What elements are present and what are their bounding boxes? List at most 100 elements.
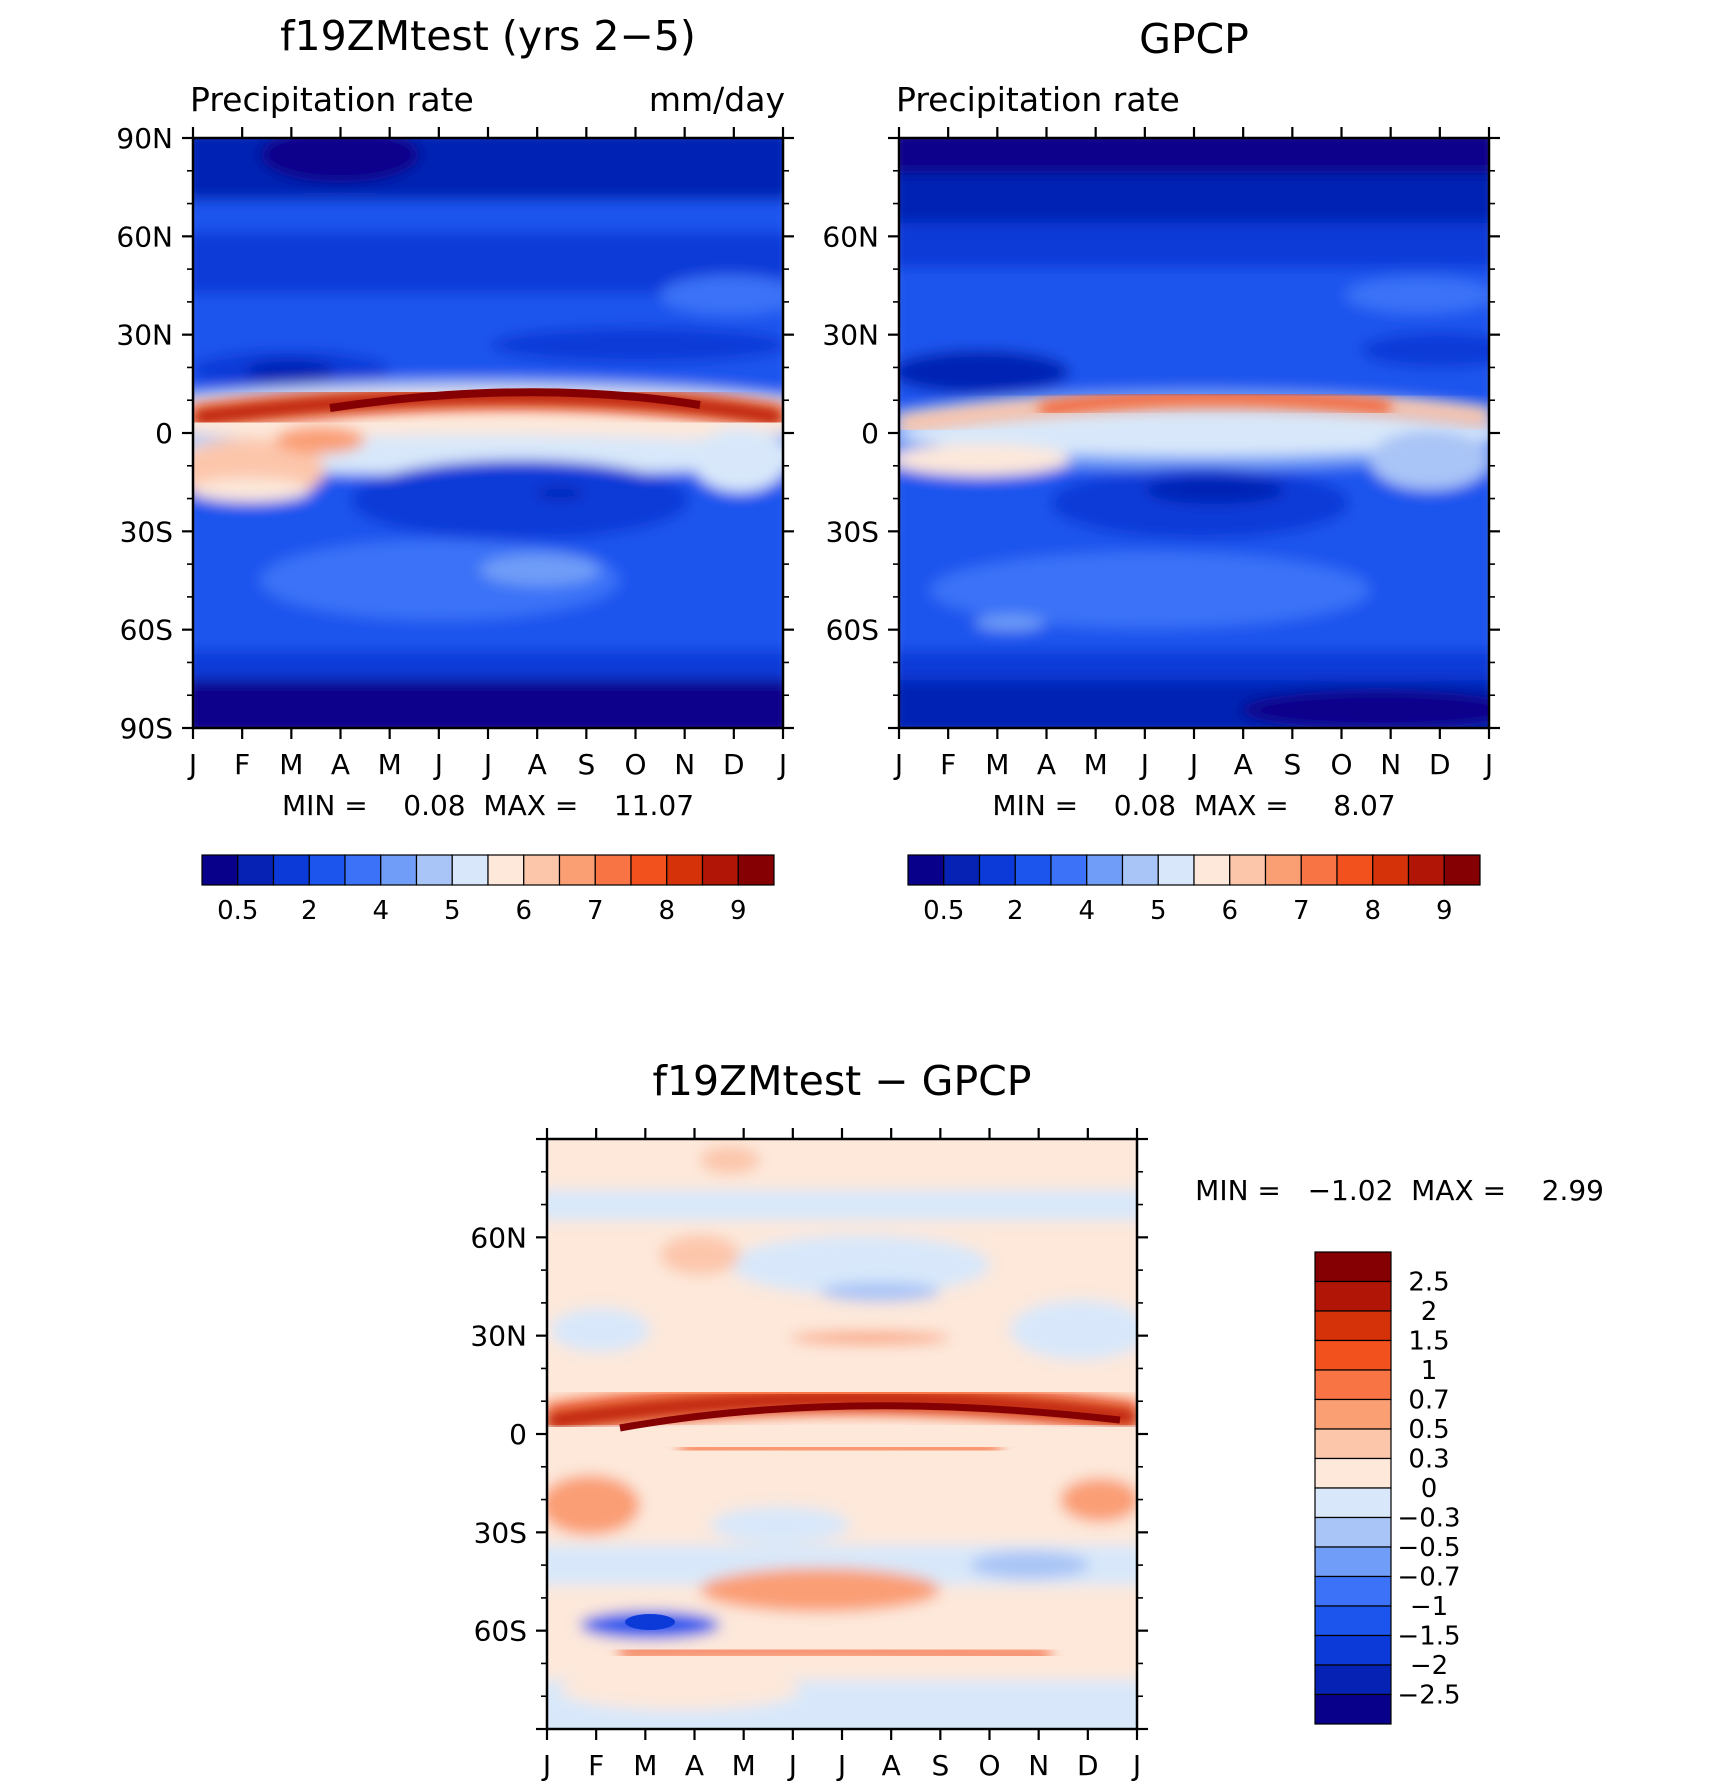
blob bbox=[275, 426, 365, 454]
x-tick-label: N bbox=[674, 748, 695, 781]
colorbar-box bbox=[1014, 854, 1052, 886]
x-tick-label: O bbox=[1330, 748, 1352, 781]
y-tick-label: 30S bbox=[474, 1516, 527, 1549]
itcz-core bbox=[1039, 390, 1391, 416]
colorbar-box bbox=[1314, 1280, 1392, 1312]
panel-c-title: f19ZMtest − GPCP bbox=[652, 1057, 1031, 1105]
colorbar-box bbox=[344, 854, 382, 886]
x-tick-label: A bbox=[528, 748, 547, 781]
x-tick-label: F bbox=[588, 1749, 604, 1782]
panel-b-field bbox=[899, 138, 1489, 728]
x-tick-label: A bbox=[1234, 748, 1253, 781]
diff-midlat-band bbox=[619, 1645, 1051, 1660]
x-tick-label: F bbox=[940, 748, 956, 781]
blob bbox=[820, 1282, 940, 1302]
colorbar-box bbox=[1264, 854, 1302, 886]
colorbar-box bbox=[1157, 854, 1195, 886]
y-tick-label: 60N bbox=[822, 220, 879, 253]
colorbar-box bbox=[523, 854, 561, 886]
blob bbox=[710, 1507, 850, 1543]
x-tick-label: M bbox=[633, 1749, 657, 1782]
x-tick-label: J bbox=[541, 1749, 551, 1782]
blob bbox=[535, 487, 585, 499]
band bbox=[899, 138, 1489, 173]
blob bbox=[660, 1235, 740, 1275]
x-tick-label: M bbox=[378, 748, 402, 781]
x-tick-label: A bbox=[1037, 748, 1056, 781]
y-tick-label: 60S bbox=[826, 614, 879, 647]
colorbar-box bbox=[1314, 1516, 1392, 1548]
blob bbox=[970, 1551, 1090, 1579]
y-tick-label: 60N bbox=[116, 220, 173, 253]
y-tick-label: 0 bbox=[861, 417, 879, 450]
colorbar-box bbox=[1121, 854, 1159, 886]
colorbar-box bbox=[1314, 1634, 1392, 1666]
blob bbox=[899, 350, 1070, 394]
y-tick-label: 30S bbox=[120, 515, 173, 548]
x-tick-label: O bbox=[978, 1749, 1000, 1782]
colorbar-label: −0.3 bbox=[1397, 1504, 1460, 1534]
colorbar-box bbox=[1314, 1487, 1392, 1519]
x-tick-label: A bbox=[685, 1749, 704, 1782]
x-tick-label: S bbox=[1283, 748, 1301, 781]
colorbar-box bbox=[201, 854, 239, 886]
colorbar-label: 2 bbox=[301, 896, 318, 926]
colorbar-label: −0.5 bbox=[1397, 1533, 1460, 1563]
x-tick-label: A bbox=[331, 748, 350, 781]
colorbar-box bbox=[487, 854, 525, 886]
x-tick-label: S bbox=[931, 1749, 949, 1782]
panel-b-title: GPCP bbox=[1139, 15, 1249, 63]
blob bbox=[547, 1475, 640, 1535]
x-tick-label: J bbox=[1483, 748, 1493, 781]
panel-c-colorbar: 2.521.510.70.50.30−0.3−0.5−0.7−1−1.5−2−2… bbox=[1314, 1251, 1461, 1725]
colorbar-label: −2.5 bbox=[1397, 1681, 1460, 1711]
blob bbox=[1010, 1300, 1137, 1360]
colorbar-box bbox=[1314, 1575, 1392, 1607]
colorbar-label: −1.5 bbox=[1397, 1622, 1460, 1652]
y-tick-label: 60N bbox=[470, 1221, 527, 1254]
x-tick-label: J bbox=[1139, 748, 1149, 781]
x-tick-label: J bbox=[482, 748, 492, 781]
blob bbox=[245, 360, 335, 384]
y-tick-label: 60S bbox=[120, 614, 173, 647]
band bbox=[193, 680, 783, 728]
colorbar-box bbox=[1443, 854, 1481, 886]
itcz-core bbox=[193, 389, 783, 425]
x-tick-label: F bbox=[234, 748, 250, 781]
colorbar-box bbox=[237, 854, 275, 886]
x-tick-label: J bbox=[836, 1749, 846, 1782]
colorbar-box bbox=[1314, 1428, 1392, 1460]
blob bbox=[1145, 476, 1285, 504]
blob bbox=[700, 1568, 940, 1612]
colorbar-box bbox=[451, 854, 489, 886]
y-tick-label: 0 bbox=[155, 417, 173, 450]
colorbar-label: 6 bbox=[515, 896, 532, 926]
panel-b-subtitle-left: Precipitation rate bbox=[896, 80, 1180, 119]
colorbar-box bbox=[1314, 1546, 1392, 1578]
blob bbox=[1360, 332, 1489, 368]
colorbar-label: 5 bbox=[444, 896, 461, 926]
colorbar-box bbox=[1229, 854, 1267, 886]
panel-a-title: f19ZMtest (yrs 2−5) bbox=[280, 12, 696, 60]
panel-c-stats: MIN = −1.02 MAX = 2.99 bbox=[1195, 1174, 1604, 1207]
colorbar-label: 0 bbox=[1421, 1474, 1438, 1504]
panel-b-stats: MIN = 0.08 MAX = 8.07 bbox=[992, 789, 1395, 822]
colorbar-label: 0.5 bbox=[923, 896, 964, 926]
x-tick-label: M bbox=[1084, 748, 1108, 781]
y-tick-label: 30N bbox=[822, 319, 879, 352]
colorbar-label: 6 bbox=[1221, 896, 1238, 926]
x-tick-label: J bbox=[1188, 748, 1198, 781]
x-tick-label: S bbox=[577, 748, 595, 781]
colorbar-label: −0.7 bbox=[1397, 1563, 1460, 1593]
blob bbox=[692, 428, 783, 492]
panel-a-colorbar: 0.5 2 4 5 6 7 8 9 bbox=[201, 854, 775, 926]
blob bbox=[899, 444, 1070, 476]
panel-a-field bbox=[193, 138, 783, 728]
blob bbox=[490, 327, 783, 363]
blob bbox=[730, 1235, 990, 1295]
itcz-peak bbox=[329, 388, 701, 412]
colorbar-box bbox=[1314, 1664, 1392, 1696]
colorbar-label: 5 bbox=[1150, 896, 1167, 926]
